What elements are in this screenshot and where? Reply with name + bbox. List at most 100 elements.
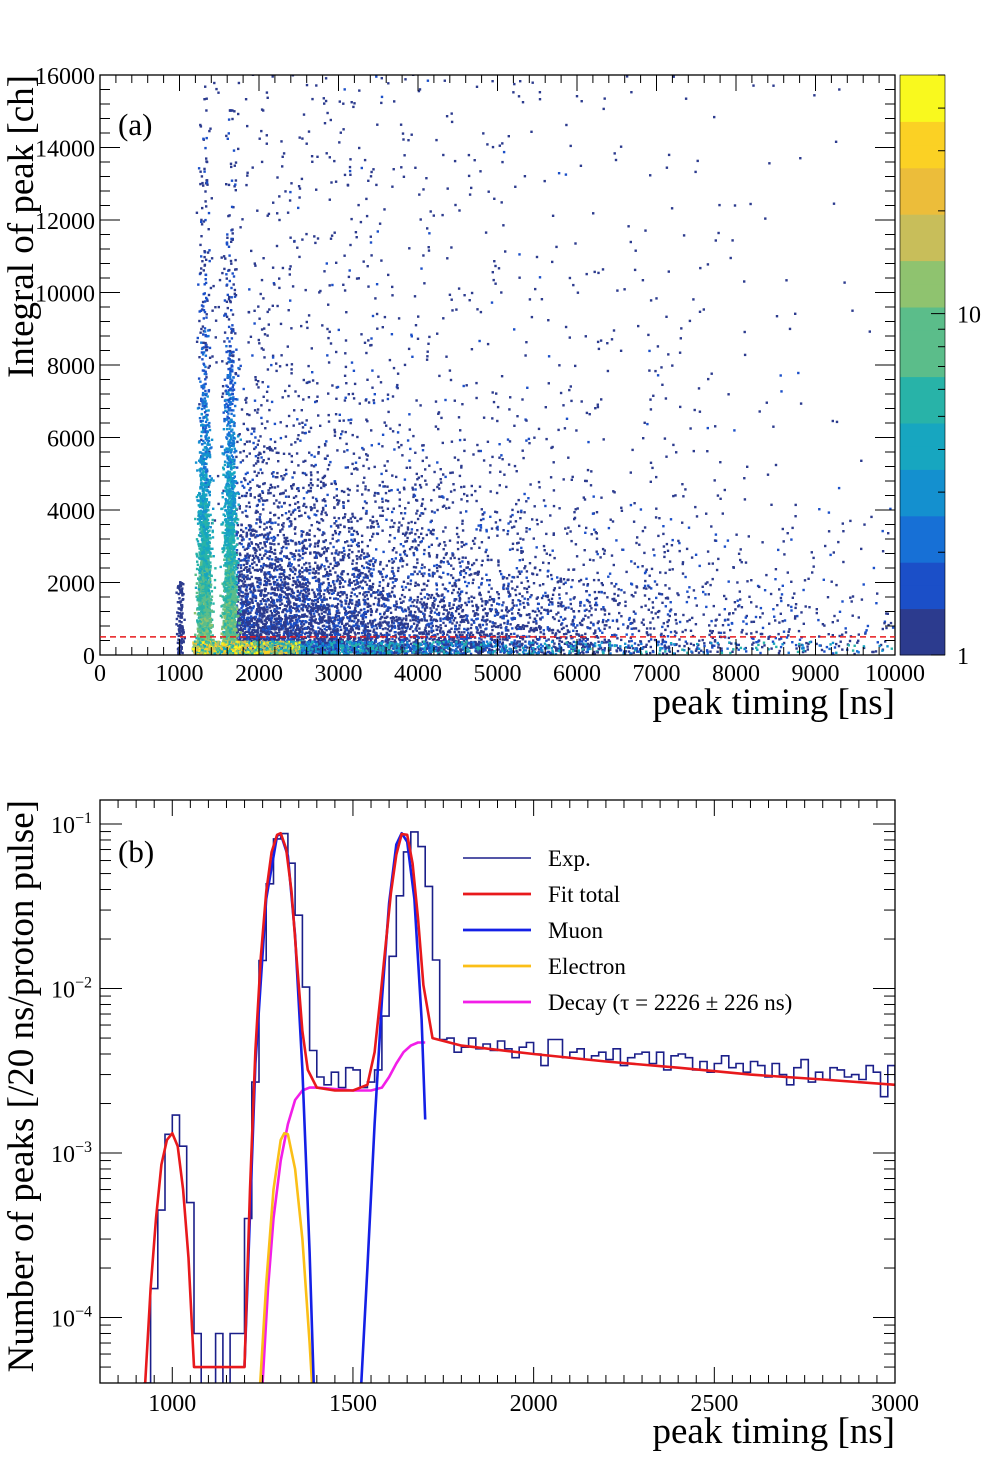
heatmap-point <box>537 648 541 651</box>
heatmap-point <box>308 622 311 626</box>
heatmap-point <box>629 471 632 474</box>
heatmap-point <box>269 448 272 452</box>
heatmap-point <box>248 567 251 571</box>
heatmap-point <box>454 616 457 620</box>
heatmap-point <box>484 646 487 649</box>
heatmap-point <box>351 567 355 571</box>
heatmap-point <box>339 636 342 640</box>
heatmap-point <box>298 630 301 633</box>
heatmap-point <box>296 437 299 441</box>
heatmap-point <box>251 427 254 430</box>
heatmap-point <box>471 604 474 608</box>
heatmap-point <box>372 602 376 606</box>
heatmap-point <box>298 635 301 639</box>
heatmap-point <box>519 627 523 631</box>
heatmap-point <box>317 613 321 616</box>
heatmap-point <box>361 586 364 589</box>
heatmap-point <box>335 540 338 543</box>
heatmap-point <box>285 556 288 559</box>
heatmap-point <box>263 583 266 587</box>
heatmap-point <box>706 450 709 453</box>
heatmap-point <box>707 562 711 565</box>
heatmap-point <box>586 642 589 646</box>
heatmap-point <box>644 229 647 232</box>
heatmap-point <box>266 564 269 567</box>
heatmap-point <box>281 514 284 517</box>
heatmap-point <box>344 466 347 469</box>
heatmap-point <box>250 609 253 612</box>
heatmap-point <box>353 467 356 471</box>
heatmap-point <box>383 485 387 488</box>
heatmap-point <box>343 399 347 402</box>
heatmap-point <box>735 646 738 650</box>
heatmap-point <box>300 615 303 618</box>
heatmap-point <box>461 556 464 559</box>
heatmap-point <box>307 603 310 606</box>
heatmap-point <box>465 510 468 513</box>
heatmap-point <box>586 468 590 472</box>
heatmap-point <box>266 447 269 450</box>
heatmap-point <box>307 484 311 487</box>
heatmap-point <box>651 466 654 470</box>
heatmap-point <box>320 563 323 566</box>
heatmap-point <box>471 633 475 637</box>
heatmap-point <box>374 500 377 503</box>
heatmap-point <box>385 635 388 639</box>
heatmap-point <box>342 419 345 422</box>
heatmap-point <box>337 517 341 520</box>
heatmap-point <box>416 517 420 521</box>
heatmap-point <box>518 626 522 629</box>
heatmap-point <box>521 550 524 553</box>
heatmap-point <box>294 615 298 619</box>
heatmap-point <box>398 498 401 501</box>
heatmap-point <box>347 544 350 547</box>
heatmap-point <box>322 632 325 635</box>
heatmap-point <box>695 604 698 607</box>
heatmap-point <box>353 631 356 634</box>
heatmap-point <box>797 629 801 633</box>
heatmap-point <box>651 601 654 604</box>
heatmap-point <box>523 587 526 590</box>
heatmap-point <box>411 600 414 604</box>
heatmap-point <box>407 608 411 611</box>
heatmap-point <box>773 615 776 618</box>
heatmap-point <box>400 585 404 588</box>
heatmap-point <box>732 612 735 615</box>
heatmap-point <box>327 303 330 306</box>
heatmap-point <box>315 188 318 191</box>
heatmap-point <box>363 500 367 503</box>
heatmap-point <box>291 539 294 543</box>
heatmap-point <box>340 591 343 594</box>
heatmap-point <box>394 557 397 560</box>
heatmap-point <box>506 438 510 441</box>
heatmap-point <box>629 622 632 625</box>
heatmap-point <box>393 640 397 644</box>
heatmap-point <box>463 627 466 631</box>
heatmap-point <box>291 590 294 593</box>
heatmap-point <box>538 569 542 572</box>
heatmap-point <box>409 613 412 616</box>
heatmap-point <box>489 609 492 613</box>
heatmap-point <box>303 613 306 616</box>
heatmap-point <box>499 615 502 619</box>
heatmap-point <box>333 428 336 432</box>
heatmap-point <box>293 517 297 521</box>
heatmap-point <box>297 185 301 188</box>
heatmap-point <box>276 176 279 179</box>
heatmap-point <box>511 599 515 602</box>
heatmap-point <box>772 425 775 428</box>
heatmap-point <box>486 579 489 582</box>
heatmap-point <box>290 372 293 375</box>
heatmap-point <box>452 567 455 570</box>
heatmap-point <box>321 499 324 502</box>
heatmap-point <box>245 533 249 536</box>
heatmap-point <box>432 488 436 492</box>
heatmap-point <box>245 401 248 404</box>
heatmap-point <box>294 543 297 546</box>
heatmap-point <box>327 647 330 650</box>
heatmap-point <box>559 615 563 619</box>
heatmap-point <box>406 439 410 442</box>
heatmap-point <box>402 486 406 489</box>
heatmap-point <box>748 595 751 598</box>
heatmap-point <box>516 651 519 654</box>
